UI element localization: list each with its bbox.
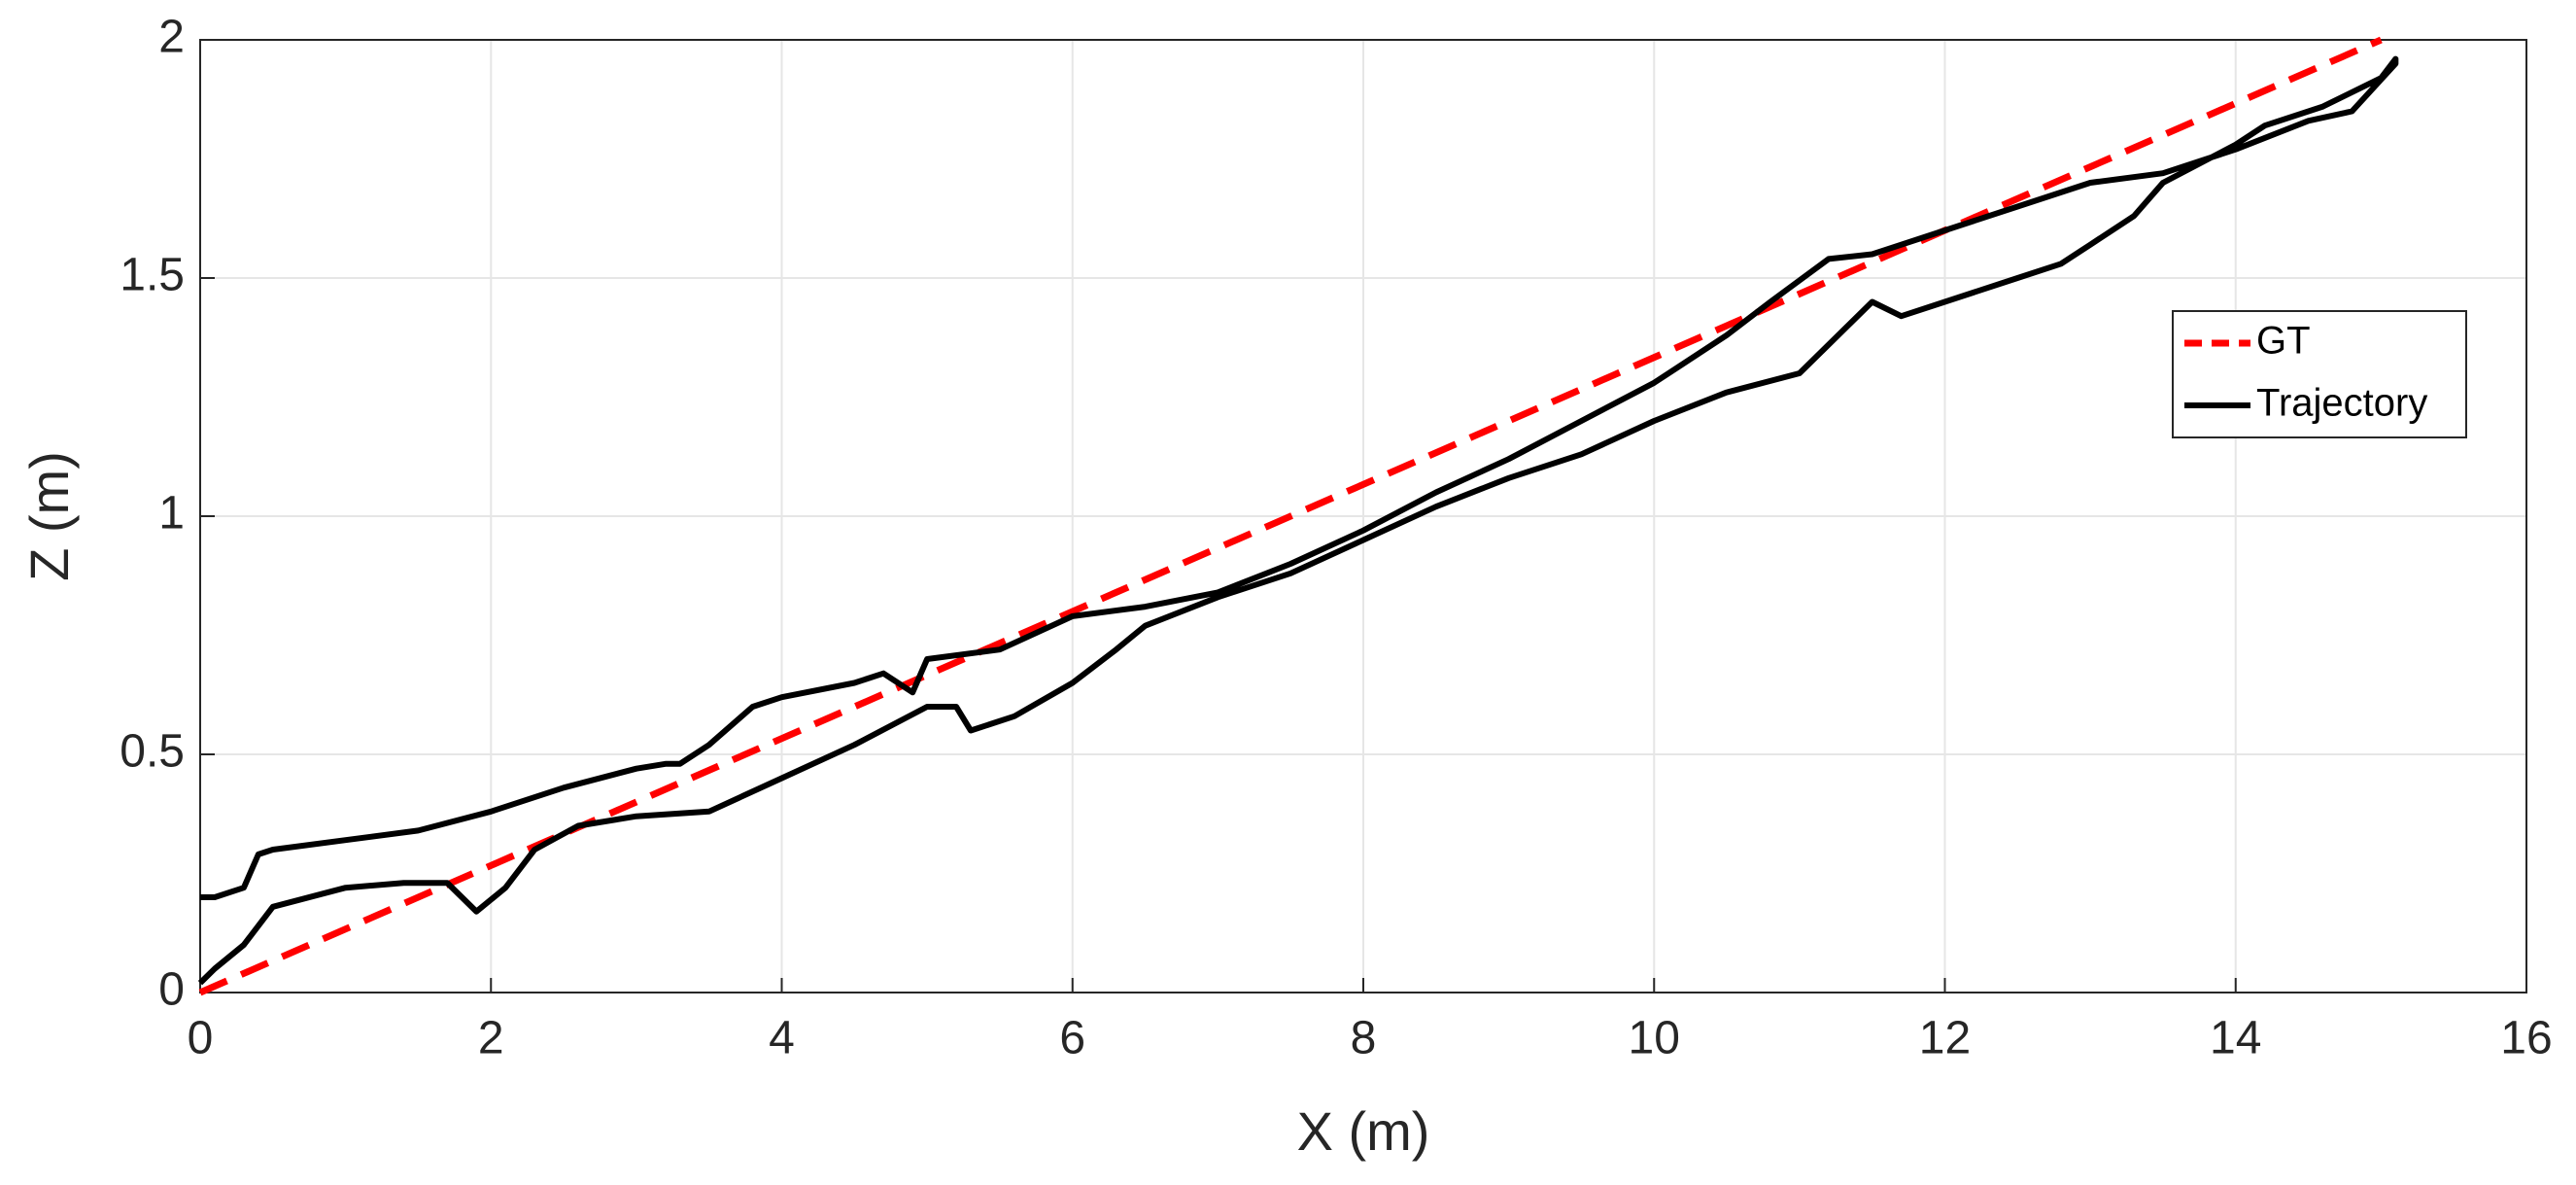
y-axis-label: Z (m) xyxy=(18,451,80,581)
x-axis-label: X (m) xyxy=(1297,1100,1430,1162)
x-tick-label: 0 xyxy=(188,1013,214,1064)
legend-label: Trajectory xyxy=(2256,382,2427,425)
y-tick-label: 0 xyxy=(158,964,185,1016)
series-line xyxy=(198,36,2383,996)
legend-label: GT xyxy=(2256,320,2311,363)
legend-box xyxy=(2172,310,2467,438)
x-tick-label: 16 xyxy=(2500,1013,2552,1064)
x-tick-label: 14 xyxy=(2210,1013,2261,1064)
x-tick-label: 4 xyxy=(769,1013,795,1064)
series-line xyxy=(197,55,2399,986)
x-tick-label: 12 xyxy=(1919,1013,1971,1064)
x-tick-label: 6 xyxy=(1059,1013,1085,1064)
x-tick-label: 2 xyxy=(478,1013,504,1064)
y-tick-label: 1 xyxy=(158,488,185,540)
x-tick-label: 8 xyxy=(1351,1013,1377,1064)
plot-frame xyxy=(199,39,2527,993)
y-tick-label: 2 xyxy=(158,12,185,63)
x-tick-label: 10 xyxy=(1629,1013,1680,1064)
y-tick-label: 1.5 xyxy=(120,250,185,301)
y-tick-label: 0.5 xyxy=(120,726,185,778)
